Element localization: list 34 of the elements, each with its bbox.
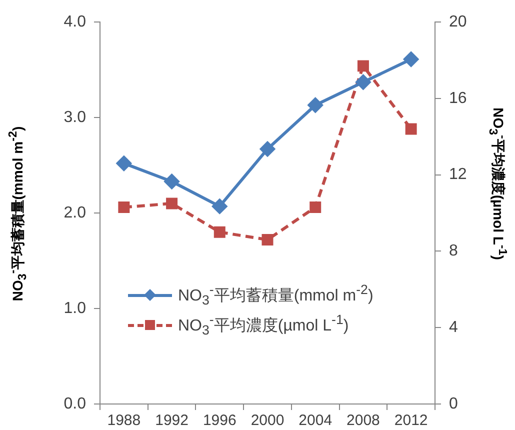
point	[310, 202, 322, 214]
y-tick-label: 1.0	[64, 300, 86, 317]
point	[212, 198, 228, 214]
legend-label: NO$_{3}$$^{-}$平均蓄積量(mmol m$^{-2}$)	[178, 282, 374, 308]
y-tick-label: 2.0	[64, 204, 86, 222]
point	[116, 156, 132, 171]
y2-tick-label: 0	[449, 395, 458, 412]
y2-tick-label: 20	[449, 13, 467, 30]
legend-label: NO$_{3}$$^{-}$平均濃度(µmol L$^{-1}$)	[178, 312, 349, 338]
point	[166, 198, 178, 210]
x-tick-label: 1992	[155, 412, 188, 430]
point	[164, 174, 180, 189]
point	[404, 52, 419, 67]
x-tick-label: 1996	[202, 412, 236, 430]
y-tick-label: 0.0	[64, 395, 86, 412]
x-tick-label: 2012	[394, 412, 428, 430]
point	[214, 226, 226, 238]
point	[356, 74, 371, 90]
y2-tick-label: 8	[449, 242, 458, 260]
point	[308, 98, 323, 113]
y-tick-label: 3.0	[64, 108, 86, 126]
x-tick-label: 1988	[107, 412, 141, 430]
x-tick-label: 2008	[346, 412, 380, 430]
point	[118, 202, 130, 214]
y-tick-label: 4.0	[64, 13, 86, 30]
x-tick-label: 2004	[298, 412, 332, 430]
point	[262, 234, 274, 246]
point	[357, 60, 369, 72]
y2-tick-label: 4	[449, 319, 458, 336]
point	[260, 142, 275, 157]
x-tick-label: 2000	[250, 412, 284, 430]
y2-tick-label: 16	[449, 90, 467, 107]
point	[405, 123, 417, 135]
y2-tick-label: 12	[449, 166, 467, 184]
